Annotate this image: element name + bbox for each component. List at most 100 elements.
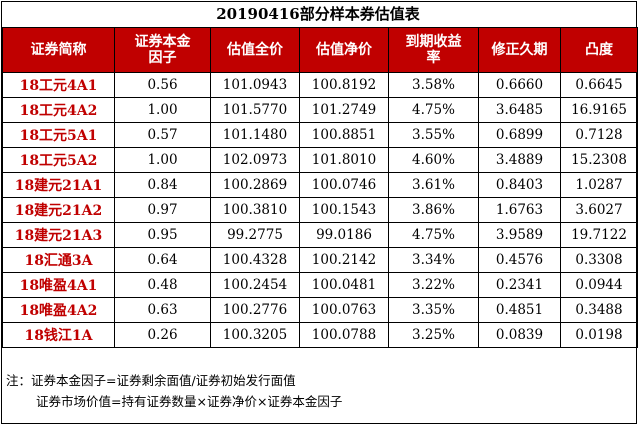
cell-ytm: 3.25% [388, 322, 479, 348]
cell-security-name: 18汇通3A [2, 247, 115, 273]
cell-net-price: 100.2142 [299, 247, 389, 273]
cell-convexity: 0.6645 [560, 72, 638, 98]
table-row: 18唯盈4A1 0.48 100.2454 100.0481 3.22% 0.2341 0.… [2, 272, 638, 298]
cell-ytm: 4.60% [388, 147, 479, 173]
table-row: 18唯盈4A2 0.63 100.2776 100.0763 3.35% 0.4851 0.… [2, 297, 638, 323]
cell-principal-factor: 0.95 [114, 222, 211, 248]
note-line-2: 证券市场价值=持有证券数量×证券净价×证券本金因子 [36, 394, 343, 409]
cell-convexity: 0.7128 [560, 122, 638, 148]
cell-ytm: 3.86% [388, 197, 479, 223]
cell-net-price: 99.0186 [299, 222, 389, 248]
cell-modified-duration: 1.6763 [478, 197, 561, 223]
cell-full-price: 99.2775 [210, 222, 300, 248]
cell-convexity: 3.6027 [560, 197, 638, 223]
table-row: 18工元5A1 0.57 101.1480 100.8851 3.55% 0.6899 0.… [2, 122, 638, 148]
cell-convexity: 0.0944 [560, 272, 638, 298]
cell-principal-factor: 0.97 [114, 197, 211, 223]
cell-full-price: 101.1480 [210, 122, 300, 148]
cell-security-name: 18工元5A2 [2, 147, 115, 173]
cell-principal-factor: 1.00 [114, 147, 211, 173]
column-header-ytm: 到期收益 率 [388, 27, 479, 73]
cell-full-price: 100.3810 [210, 197, 300, 223]
cell-net-price: 100.8192 [299, 72, 389, 98]
cell-security-name: 18唯盈4A2 [2, 297, 115, 323]
cell-modified-duration: 0.6660 [478, 72, 561, 98]
table-body: 18工元4A1 0.56 101.0943 100.8192 3.58% 0.6660 0.… [2, 72, 638, 348]
cell-full-price: 100.4328 [210, 247, 300, 273]
cell-security-name: 18工元5A1 [2, 122, 115, 148]
cell-ytm: 4.75% [388, 97, 479, 123]
column-header-security-name: 证券简称 [2, 27, 115, 73]
cell-ytm: 3.58% [388, 72, 479, 98]
table-row: 18工元4A1 0.56 101.0943 100.8192 3.58% 0.6660 0.… [2, 72, 638, 98]
table-row: 18工元5A2 1.00 102.0973 101.8010 4.60% 3.4889 15… [2, 147, 638, 173]
cell-convexity: 16.9165 [560, 97, 638, 123]
column-header-net-price: 估值净价 [299, 27, 389, 73]
cell-security-name: 18工元4A1 [2, 72, 115, 98]
cell-security-name: 18建元21A3 [2, 222, 115, 248]
cell-convexity: 0.3308 [560, 247, 638, 273]
cell-principal-factor: 0.63 [114, 297, 211, 323]
cell-modified-duration: 3.6485 [478, 97, 561, 123]
cell-modified-duration: 0.6899 [478, 122, 561, 148]
table-title: 20190416部分样本券估值表 [216, 5, 420, 23]
cell-modified-duration: 0.0839 [478, 322, 561, 348]
column-header-full-price: 估值全价 [210, 27, 300, 73]
column-header-convexity: 凸度 [560, 27, 638, 73]
cell-net-price: 100.8851 [299, 122, 389, 148]
cell-modified-duration: 0.4851 [478, 297, 561, 323]
valuation-table: 证券简称 证券本金 因子 估值全价 估值净价 到期收益 率修正久期 凸度 18工元4A1 0… [2, 27, 638, 348]
cell-full-price: 100.2869 [210, 172, 300, 198]
cell-net-price: 100.0746 [299, 172, 389, 198]
cell-principal-factor: 0.64 [114, 247, 211, 273]
note-line-1: 注：证券本金因子=证券剩余面值/证券初始发行面值 [6, 373, 296, 388]
cell-net-price: 100.0788 [299, 322, 389, 348]
cell-convexity: 1.0287 [560, 172, 638, 198]
cell-modified-duration: 3.9589 [478, 222, 561, 248]
cell-principal-factor: 0.26 [114, 322, 211, 348]
cell-net-price: 100.0481 [299, 272, 389, 298]
cell-ytm: 3.35% [388, 297, 479, 323]
cell-principal-factor: 0.48 [114, 272, 211, 298]
cell-security-name: 18钱江1A [2, 322, 115, 348]
cell-full-price: 101.0943 [210, 72, 300, 98]
cell-net-price: 100.0763 [299, 297, 389, 323]
cell-security-name: 18建元21A1 [2, 172, 115, 198]
cell-full-price: 100.3205 [210, 322, 300, 348]
cell-convexity: 15.2308 [560, 147, 638, 173]
cell-convexity: 19.7122 [560, 222, 638, 248]
cell-full-price: 100.2454 [210, 272, 300, 298]
cell-net-price: 100.1543 [299, 197, 389, 223]
cell-security-name: 18唯盈4A1 [2, 272, 115, 298]
cell-ytm: 3.61% [388, 172, 479, 198]
cell-ytm: 3.34% [388, 247, 479, 273]
cell-full-price: 100.2776 [210, 297, 300, 323]
cell-full-price: 102.0973 [210, 147, 300, 173]
cell-ytm: 3.22% [388, 272, 479, 298]
cell-net-price: 101.8010 [299, 147, 389, 173]
cell-principal-factor: 0.56 [114, 72, 211, 98]
table-header-row: 证券简称 证券本金 因子 估值全价 估值净价 到期收益 率修正久期 凸度 [2, 27, 638, 73]
table-row: 18建元21A3 0.95 99.2775 99.0186 4.75% 3.9589 19.… [2, 222, 638, 248]
cell-ytm: 3.55% [388, 122, 479, 148]
cell-modified-duration: 0.4576 [478, 247, 561, 273]
table-row: 18建元21A1 0.84 100.2869 100.0746 3.61% 0.8403 1… [2, 172, 638, 198]
column-header-principal-factor: 证券本金 因子 [114, 27, 211, 73]
table-row: 18汇通3A 0.64 100.4328 100.2142 3.34% 0.4576 0.3… [2, 247, 638, 273]
table-row: 18工元4A2 1.00 101.5770 101.2749 4.75% 3.6485 16… [2, 97, 638, 123]
cell-full-price: 101.5770 [210, 97, 300, 123]
cell-convexity: 0.0198 [560, 322, 638, 348]
cell-principal-factor: 1.00 [114, 97, 211, 123]
column-header-modified-duration: 修正久期 [478, 27, 561, 73]
table-row: 18建元21A2 0.97 100.3810 100.1543 3.86% 1.6763 3… [2, 197, 638, 223]
cell-net-price: 101.2749 [299, 97, 389, 123]
cell-principal-factor: 0.57 [114, 122, 211, 148]
cell-ytm: 4.75% [388, 222, 479, 248]
cell-convexity: 0.3488 [560, 297, 638, 323]
cell-security-name: 18建元21A2 [2, 197, 115, 223]
cell-modified-duration: 0.8403 [478, 172, 561, 198]
cell-security-name: 18工元4A2 [2, 97, 115, 123]
cell-modified-duration: 3.4889 [478, 147, 561, 173]
cell-modified-duration: 0.2341 [478, 272, 561, 298]
table-row: 18钱江1A 0.26 100.3205 100.0788 3.25% 0.0839 0.0… [2, 322, 638, 348]
